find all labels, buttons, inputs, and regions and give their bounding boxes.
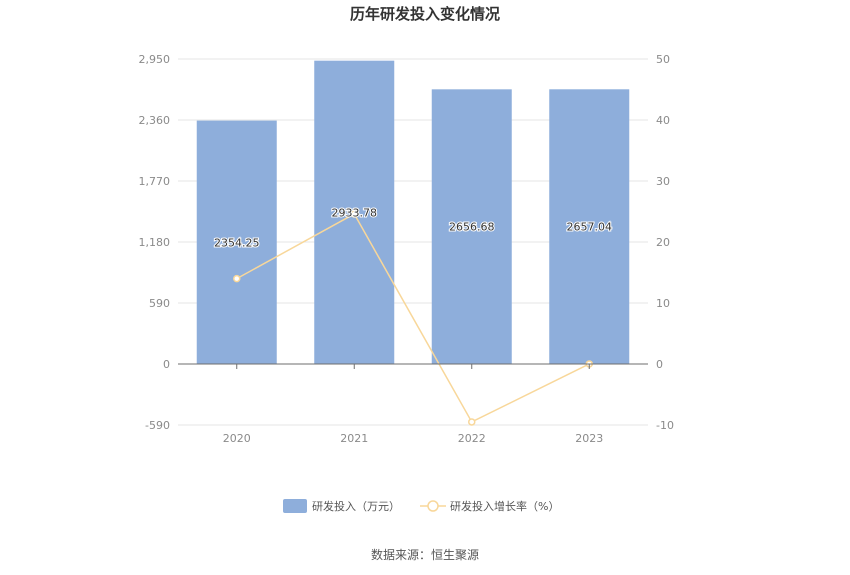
growth-rate-point (350, 210, 358, 218)
x-tick-label: 2020 (223, 432, 251, 445)
growth-rate-point (233, 274, 241, 283)
y-right-tick-label: -10 (656, 419, 674, 432)
x-tick-label: 2023 (575, 432, 603, 445)
y-left-tick-label: 1,770 (139, 175, 171, 188)
y-left-tick-label: 590 (149, 297, 170, 310)
axes: 2,950 2,360 1,770 1,180 590 0 -590 50 40 30 20 10 0 -… (139, 53, 674, 445)
legend-line-label: 研发投入增长率（%） (450, 499, 559, 513)
y-right-tick-label: 40 (656, 114, 670, 127)
chart-title: 历年研发投入变化情况 (350, 5, 500, 23)
y-left-tick-label: 0 (163, 358, 170, 371)
legend-bar-swatch (283, 499, 307, 513)
growth-rate-line (236, 212, 590, 423)
x-tick-label: 2022 (458, 432, 486, 445)
source-note: 数据来源：恒生聚源 (371, 547, 479, 562)
line-series (233, 210, 593, 426)
bar-value-label: 2933.78 (332, 206, 378, 219)
bar-series (196, 60, 630, 365)
y-right-tick-label: 0 (656, 358, 663, 371)
y-right-tick-label: 50 (656, 53, 670, 66)
bar (431, 89, 512, 365)
bar-value-label: 2657.04 (567, 221, 613, 234)
y-left-tick-label: 2,360 (139, 114, 171, 127)
y-right-tick-label: 10 (656, 297, 670, 310)
y-left-tick-label: 1,180 (139, 236, 171, 249)
y-right-tick-label: 30 (656, 175, 670, 188)
legend-line-marker (427, 500, 439, 512)
bar-value-label: 2656.68 (449, 221, 495, 234)
growth-rate-point (468, 418, 476, 426)
legend-bar-label: 研发投入（万元） (312, 499, 400, 513)
y-right-tick-label: 20 (656, 236, 670, 249)
bar (549, 89, 630, 364)
bar-value-label: 2354.25 (214, 236, 260, 249)
bar (196, 120, 277, 365)
legend[interactable]: 研发投入（万元） 研发投入增长率（%） (283, 499, 559, 513)
y-left-tick-label: -590 (145, 419, 170, 432)
x-tick-label: 2021 (340, 432, 368, 445)
data-labels: 2354.25 2933.78 2656.68 2657.04 (213, 205, 613, 250)
y-left-tick-label: 2,950 (139, 53, 171, 66)
